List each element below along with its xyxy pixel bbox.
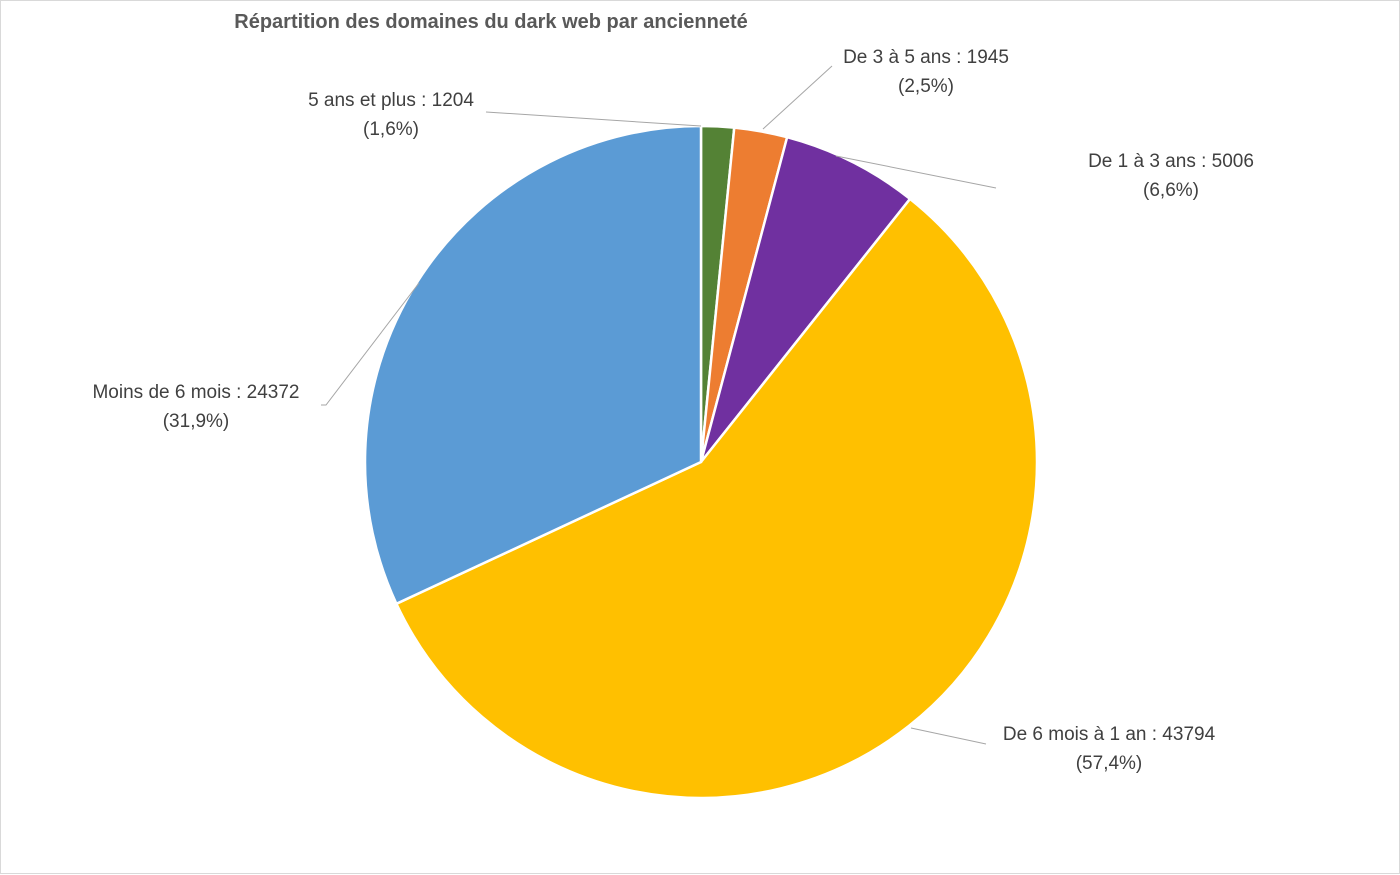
leader-line-moins-de-6-mois	[321, 282, 420, 406]
slice-label-moins-de-6-mois: Moins de 6 mois : 24372	[92, 382, 299, 403]
pie-slice-moins-de-6-mois	[363, 124, 703, 606]
slice-percent-de-6-mois-a-1-an: (57,4%)	[1076, 753, 1143, 774]
slice-label-de-6-mois-a-1-an: De 6 mois à 1 an : 43794	[1003, 724, 1216, 745]
slice-label-de-3-a-5-ans: De 3 à 5 ans : 1945	[843, 47, 1009, 68]
leader-line-de-3-a-5-ans	[762, 65, 833, 130]
slice-percent-moins-de-6-mois: (31,9%)	[163, 411, 230, 432]
slice-label-de-1-a-3-ans: De 1 à 3 ans : 5006	[1088, 151, 1254, 172]
leader-line-de-6-mois-a-1-an	[910, 727, 987, 745]
slice-label-5-ans-et-plus: 5 ans et plus : 1204	[308, 90, 474, 111]
slice-percent-de-1-a-3-ans: (6,6%)	[1143, 180, 1199, 201]
leader-line-5-ans-et-plus	[485, 111, 702, 127]
pie-slice-de-1-a-3-ans	[699, 135, 912, 463]
leader-line-de-1-a-3-ans	[835, 155, 997, 189]
leader-lines	[321, 65, 997, 745]
pie-slices	[363, 124, 1039, 800]
slice-percent-de-3-a-5-ans: (2,5%)	[898, 76, 954, 97]
chart-title: Répartition des domaines du dark web par…	[234, 11, 747, 33]
slice-percent-5-ans-et-plus: (1,6%)	[363, 119, 419, 140]
pie-slice-de-6-mois-a-1-an	[394, 197, 1039, 800]
slice-labels: 5 ans et plus : 1204 (1,6%) De 3 à 5 ans :…	[92, 47, 1253, 774]
